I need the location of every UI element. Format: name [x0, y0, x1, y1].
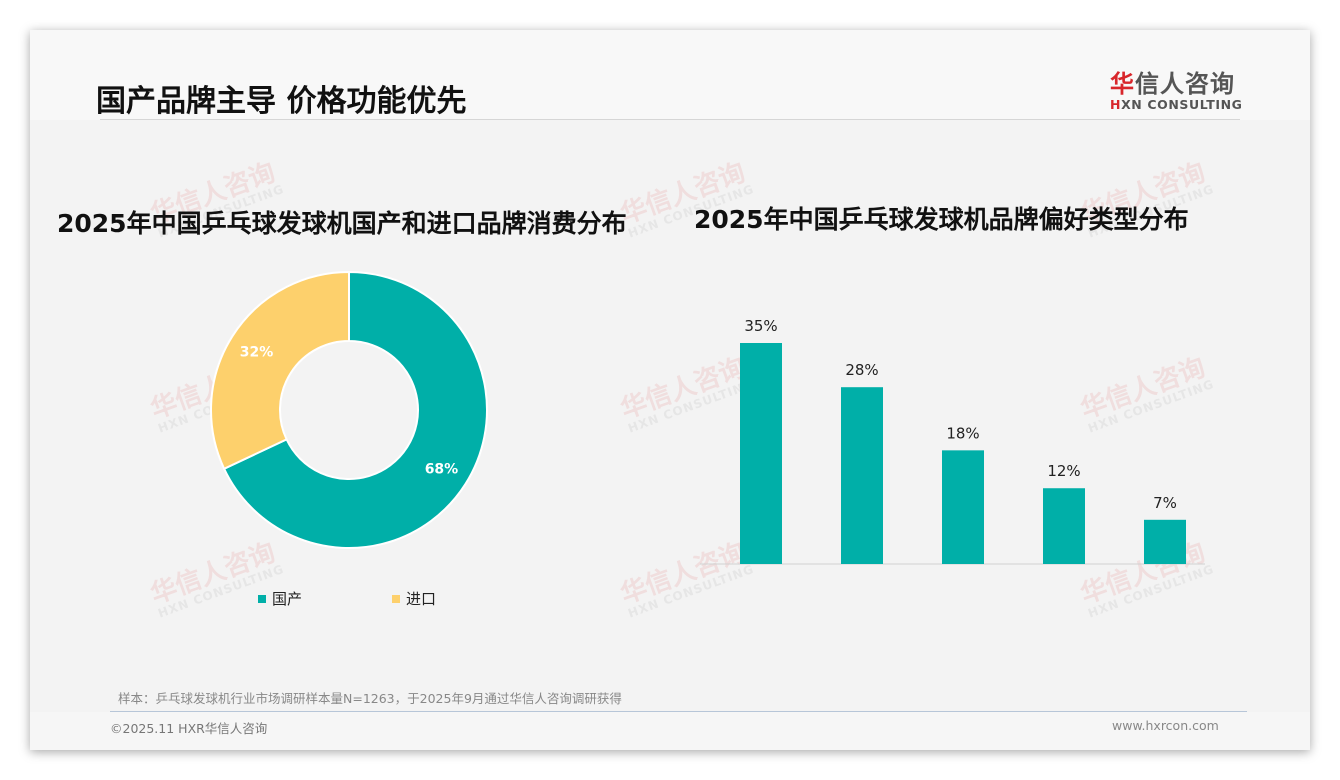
donut-slice-domestic	[222, 270, 488, 549]
logo-cn-red: 华	[1110, 70, 1135, 98]
donut-chart: 68% 32%	[210, 270, 490, 550]
logo-en-red: H	[1110, 97, 1122, 112]
donut-slice-import	[210, 270, 350, 471]
footer-divider	[110, 711, 1247, 712]
bar-2	[942, 450, 984, 564]
slide: 国产品牌主导 价格功能优先 华信人咨询 HXN CONSULTING 华信人咨询…	[30, 30, 1310, 750]
bar-chart: 35%价格敏感型28%功能实用型18%品牌信赖型12%售后服务型7%专业性能型	[700, 280, 1220, 600]
footer-band	[30, 712, 1310, 750]
logo-cn: 华信人咨询	[1110, 64, 1250, 99]
bar-value-label: 28%	[845, 361, 878, 379]
logo-en: HXN CONSULTING	[1110, 97, 1250, 112]
header-band	[30, 30, 1310, 120]
bar-chart-svg: 35%价格敏感型28%功能实用型18%品牌信赖型12%售后服务型7%专业性能型	[700, 317, 1205, 600]
donut-chart-title: 2025年中国乒乓球发球机国产和进口品牌消费分布	[57, 209, 627, 238]
header-divider	[100, 119, 1240, 120]
legend-label-domestic: 国产	[272, 590, 303, 608]
bar-value-label: 12%	[1047, 462, 1080, 480]
page-title: 国产品牌主导 价格功能优先	[96, 84, 467, 119]
bar-0	[740, 343, 782, 564]
bar-chart-title: 2025年中国乒乓球发球机品牌偏好类型分布	[694, 205, 1189, 234]
bar-value-label: 35%	[744, 317, 777, 335]
bar-value-label: 18%	[946, 424, 979, 442]
legend-swatch-domestic	[258, 594, 266, 603]
logo-cn-rest: 信人咨询	[1135, 70, 1235, 98]
copyright: ©2025.11 HXR华信人咨询	[110, 721, 268, 736]
legend-label-import: 进口	[406, 590, 437, 608]
donut-slice-label: 32%	[240, 344, 274, 360]
bar-1	[841, 387, 883, 564]
bar-4	[1144, 519, 1186, 564]
logo-en-rest: XN CONSULTING	[1121, 97, 1243, 112]
legend-swatch-import	[392, 594, 400, 603]
brand-logo: 华信人咨询 HXN CONSULTING	[1110, 64, 1250, 112]
donut-chart-svg: 68% 32%	[210, 270, 488, 549]
bar-3	[1043, 488, 1085, 564]
bar-value-label: 7%	[1153, 494, 1177, 512]
legend-item-domestic: 国产	[258, 588, 302, 609]
website-link[interactable]: www.hxrcon.com	[1112, 718, 1219, 733]
sample-note: 样本：乒乓球发球机行业市场调研样本量N=1263，于2025年9月通过华信人咨询…	[118, 691, 622, 706]
legend-item-import: 进口	[392, 588, 436, 609]
donut-slice-label: 68%	[425, 462, 459, 478]
